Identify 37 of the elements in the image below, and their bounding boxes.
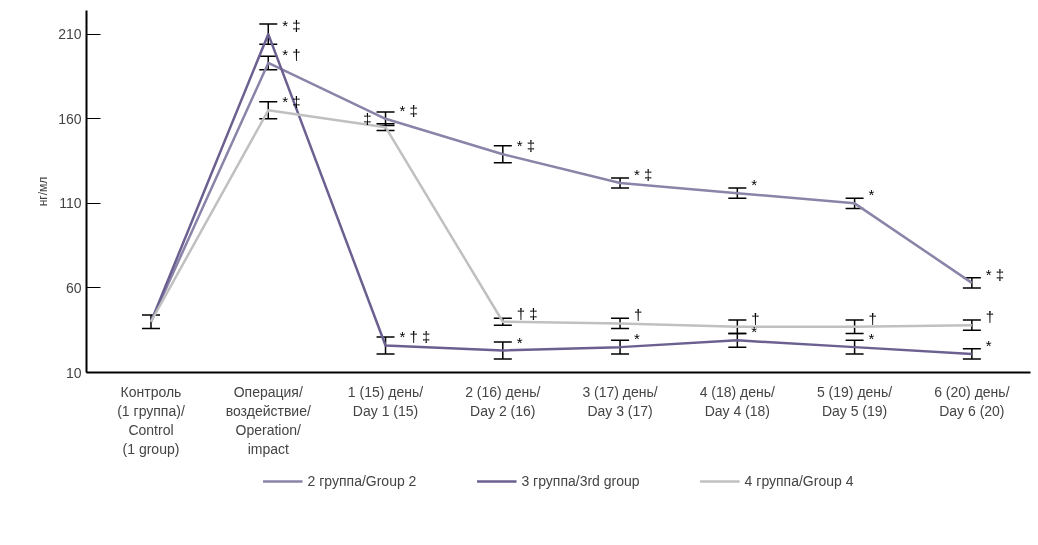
annotation: * ‡ [634, 166, 653, 184]
y-tick-label: 60 [65, 279, 82, 296]
annotation: * [751, 176, 758, 194]
y-tick-label: 110 [59, 195, 82, 212]
annotation: * ‡ [399, 101, 418, 119]
annotation: * ‡ [282, 17, 301, 35]
x-tick-label: 4 (18) день/ Day 4 (18) [699, 383, 776, 419]
annotation: * [634, 330, 641, 348]
x-tick-label: 5 (19) день/ Day 5 (19) [816, 383, 893, 419]
annotation: * [516, 333, 523, 351]
legend-label: 4 группа/Group 4 [744, 473, 854, 489]
x-tick-label: Контроль (1 группа)/ Control (1 group) [117, 383, 185, 458]
annotation: * ‡ [985, 265, 1005, 283]
annotation: * [868, 330, 875, 348]
annotation: * ‡ [282, 93, 301, 111]
annotation: * [985, 336, 992, 354]
legend-label: 3 группа/3rd group [521, 473, 640, 489]
annotation: † [868, 309, 877, 327]
x-tick-label: 1 (15) день/ Day 1 (15) [347, 383, 424, 419]
y-tick-label: 160 [58, 110, 82, 127]
x-tick-label: 3 (17) день/ Day 3 (17) [582, 383, 658, 419]
x-tick-label: 6 (20) день/ Day 6 (20) [934, 383, 1010, 419]
annotation: * [868, 186, 875, 204]
annotation: * † [282, 45, 301, 63]
annotation: ‡ [363, 110, 372, 128]
annotation: * † ‡ [399, 328, 431, 346]
x-tick-label: Операция/ воздействие/ Operation/ impact [225, 383, 311, 458]
y-tick-label: 210 [58, 26, 82, 43]
x-tick-label: 2 (16) день/ Day 2 (16) [465, 383, 541, 419]
y-axis-title: нг/мл [36, 176, 51, 207]
line-series [149, 32, 974, 356]
annotation: † [985, 308, 995, 326]
legend-label: 2 группа/Group 2 [307, 473, 417, 489]
annotation: † [634, 306, 643, 324]
annotation: † ‡ [516, 304, 538, 322]
y-tick-label: 10 [65, 364, 82, 381]
annotation: * ‡ [516, 137, 536, 155]
